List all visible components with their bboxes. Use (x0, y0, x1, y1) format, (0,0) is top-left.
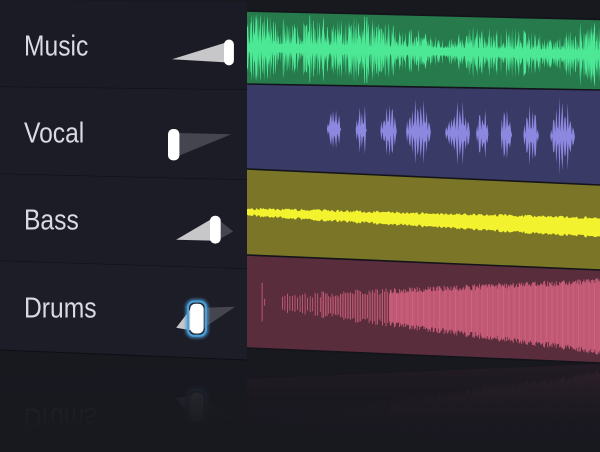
svg-text:Music: Music (24, 30, 88, 62)
svg-text:Drums: Drums (24, 292, 97, 324)
svg-text:Vocal: Vocal (24, 117, 84, 149)
svg-text:Bass: Bass (24, 204, 79, 236)
